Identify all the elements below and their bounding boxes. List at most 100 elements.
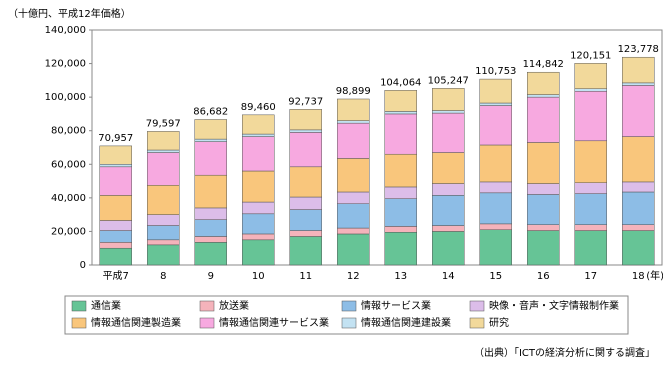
bar-segment	[337, 203, 370, 229]
x-tick-label: 13	[394, 271, 407, 282]
bar-segment	[622, 82, 655, 86]
bar-segment	[147, 225, 180, 241]
legend-label: 研究	[489, 316, 509, 329]
bar-segment	[574, 88, 607, 92]
bar-segment	[527, 96, 560, 143]
total-label: 86,682	[193, 106, 228, 117]
total-label: 120,151	[570, 50, 611, 61]
total-label: 70,957	[98, 133, 133, 144]
bar-segment	[99, 247, 132, 266]
legend-swatch	[71, 300, 87, 312]
bar-segment	[242, 233, 275, 241]
total-label: 104,064	[380, 77, 421, 88]
bar-segment	[242, 114, 275, 135]
bar-segment	[289, 166, 322, 198]
x-tick-label: 16	[537, 271, 550, 282]
bar-segment	[574, 182, 607, 194]
legend-swatch	[469, 317, 485, 329]
legend-label: 情報通信関連建設業	[361, 316, 451, 329]
y-tick-label: 40,000	[51, 193, 86, 204]
bar-segment	[99, 230, 132, 243]
bar-segment	[147, 185, 180, 215]
bar-segment	[337, 120, 370, 124]
legend-label: 情報通信関連サービス業	[219, 316, 329, 329]
bar-segment	[242, 170, 275, 203]
bar-segment	[242, 213, 275, 235]
bar-segment	[527, 194, 560, 225]
total-label: 110,753	[475, 66, 516, 77]
bar-segment	[242, 133, 275, 137]
total-label: 105,247	[428, 75, 469, 86]
bar-segment	[432, 110, 465, 114]
legend-swatch	[199, 317, 215, 329]
x-tick-label: 8	[160, 271, 166, 282]
legend-label: 情報サービス業	[361, 299, 431, 312]
y-tick-label: 20,000	[51, 226, 86, 237]
legend-swatch	[199, 300, 215, 312]
source-note: （出典）「ICTの経済分析に関する調査」	[474, 346, 655, 359]
bar-segment	[479, 144, 512, 183]
bar-segment	[432, 88, 465, 111]
bar-segment	[479, 192, 512, 225]
bar-segment	[574, 224, 607, 231]
bar-segment	[432, 231, 465, 266]
bar-segment	[242, 239, 275, 266]
legend-swatch	[71, 317, 87, 329]
bar-segment	[194, 174, 227, 209]
x-tick-label: 11	[299, 271, 312, 282]
x-tick-label: 15	[489, 271, 502, 282]
bar-segment	[432, 225, 465, 232]
bar-segment	[337, 191, 370, 204]
y-tick-label: 60,000	[51, 159, 86, 170]
total-label: 98,899	[336, 86, 371, 97]
y-unit-label: （十億円、平成12年価格）	[8, 7, 131, 20]
legend-swatch	[341, 300, 357, 312]
bar-segment	[527, 142, 560, 184]
bar-segment	[527, 183, 560, 195]
bar-segment	[432, 152, 465, 184]
bar-segment	[384, 198, 417, 227]
bar-segment	[384, 226, 417, 233]
bar-segment	[384, 186, 417, 199]
legend-label: 情報通信関連製造業	[91, 316, 181, 329]
bar-segment	[384, 90, 417, 112]
x-unit-label: (年)	[646, 269, 663, 282]
bar-segment	[622, 85, 655, 137]
bar-segment	[147, 239, 180, 246]
total-label: 89,460	[241, 102, 276, 113]
bar-segment	[574, 193, 607, 225]
bar-segment	[622, 230, 655, 266]
bar-segment	[384, 113, 417, 155]
bar-segment	[289, 109, 322, 131]
bar-segment	[194, 219, 227, 237]
bar-segment	[337, 158, 370, 193]
y-tick-label: 140,000	[45, 25, 86, 36]
bar-segment	[622, 136, 655, 183]
bar-segment	[622, 56, 655, 84]
bar-segment	[194, 236, 227, 243]
x-tick-label: 9	[208, 271, 214, 282]
bar-segment	[289, 132, 322, 168]
x-tick-label: 17	[584, 271, 597, 282]
bar-segment	[99, 166, 132, 196]
y-tick-label: 0	[80, 260, 86, 271]
bar-segment	[337, 122, 370, 159]
y-tick-label: 80,000	[51, 126, 86, 137]
bar-segment	[527, 224, 560, 231]
bar-segment	[242, 136, 275, 172]
legend-swatch	[469, 300, 485, 312]
bar-segment	[432, 183, 465, 196]
bar-segment	[384, 232, 417, 266]
legend-label: 通信業	[91, 299, 121, 312]
bar-segment	[479, 102, 512, 106]
bar-segment	[479, 181, 512, 194]
bar-segment	[147, 131, 180, 151]
bar-segment	[574, 91, 607, 142]
bar-segment	[527, 230, 560, 266]
bar-segment	[194, 141, 227, 176]
bar-segment	[147, 152, 180, 186]
bar-segment	[337, 98, 370, 121]
legend-label: 映像・音声・文字情報制作業	[489, 299, 619, 312]
bar-segment	[622, 191, 655, 225]
